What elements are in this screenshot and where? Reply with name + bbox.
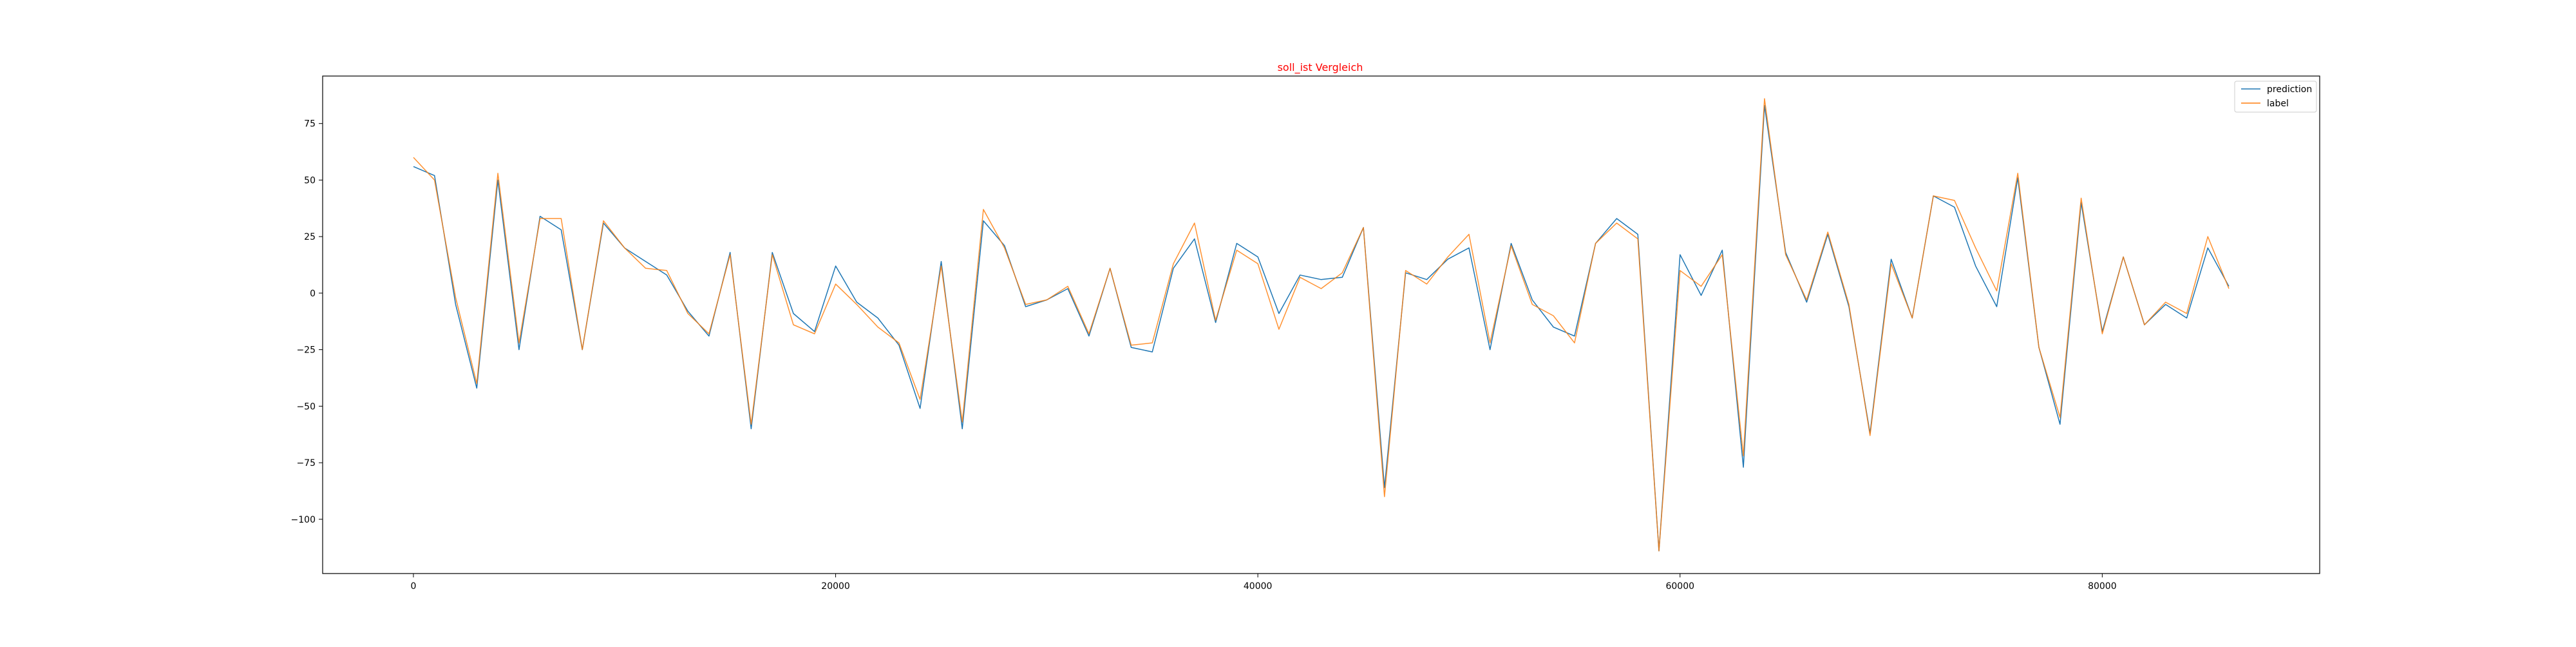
series-layer [413,98,2230,552]
y-tick-label: −75 [296,458,316,468]
chart-title: soll_ist Vergleich [1278,61,1363,74]
series-line-label [413,98,2230,552]
y-tick-label: 50 [304,175,316,186]
y-tick-label: −100 [291,515,316,525]
y-tick-label: 25 [304,232,316,242]
plot-frame [322,75,2320,574]
legend-label-prediction: prediction [2267,84,2312,95]
legend: prediction label [2234,81,2317,113]
legend-label-label: label [2267,99,2289,109]
axes-layer: 0 20000 40000 60000 80000 −100 −75 −50 −25 0 25 50 7… [291,75,2320,592]
x-tick-label: 40000 [1244,581,1273,592]
y-tick-label: 0 [310,289,316,299]
x-tick-label: 0 [410,581,416,592]
y-tick-label: 75 [304,119,316,130]
y-tick-label: −50 [296,401,316,412]
x-tick-label: 80000 [2088,581,2117,592]
x-tick-label: 60000 [1665,581,1694,592]
x-tick-label: 20000 [821,581,850,592]
y-tick-label: −25 [296,345,316,356]
